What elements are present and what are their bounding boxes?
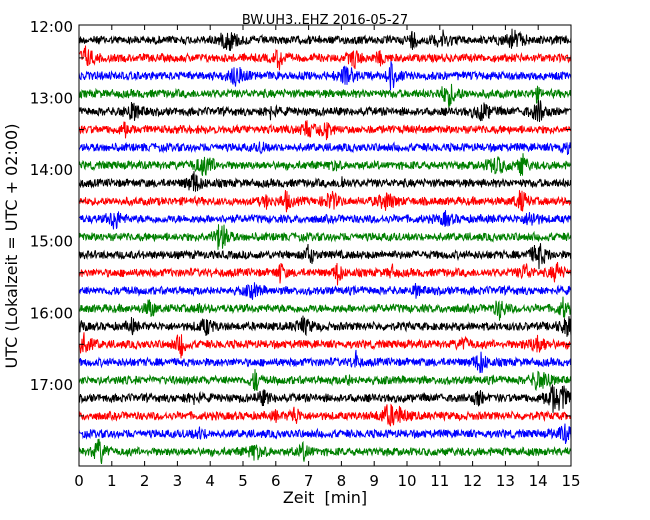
- seismic-trace: [79, 369, 571, 392]
- seismic-trace: [79, 61, 571, 91]
- seismic-trace: [79, 315, 571, 337]
- y-axis-label: UTC (Lokalzeit = UTC + 02:00): [2, 124, 21, 369]
- y-tick-label: 15:00: [30, 233, 73, 251]
- seismic-trace: [79, 282, 571, 300]
- x-tick-label: 14: [529, 472, 548, 490]
- x-tick-label: 8: [337, 472, 347, 490]
- seismic-trace: [79, 45, 571, 71]
- seismic-trace: [79, 384, 571, 413]
- x-tick-label: 2: [140, 472, 150, 490]
- seismic-trace: [79, 349, 571, 374]
- y-tick-label: 17:00: [30, 376, 73, 394]
- x-tick-label: 5: [238, 472, 248, 490]
- seismic-trace: [79, 83, 571, 109]
- seismic-trace: [79, 100, 571, 123]
- x-tick-label: 6: [271, 472, 281, 490]
- seismic-trace: [79, 120, 571, 141]
- seismic-trace: [79, 243, 571, 270]
- x-tick-label: 13: [496, 472, 515, 490]
- x-axis-label: Zeit [min]: [283, 488, 367, 507]
- x-tick-label: 10: [397, 472, 416, 490]
- x-tick-label: 7: [304, 472, 314, 490]
- x-axis: 0 1 2 3 4 5 6 7 8 9 10 11 12 13 14 15: [74, 25, 581, 490]
- y-tick-label: 16:00: [30, 304, 73, 322]
- seismic-trace: [79, 141, 571, 156]
- y-tick-label: 13:00: [30, 90, 73, 108]
- x-tick-label: 15: [561, 472, 580, 490]
- x-tick-label: 3: [173, 472, 183, 490]
- y-axis: 12:00 13:00 14:00 15:00 16:00 17:00: [30, 18, 571, 417]
- seismic-trace: [79, 153, 571, 176]
- seismic-trace: [79, 423, 571, 445]
- x-tick-label: 9: [369, 472, 379, 490]
- seismic-trace: [79, 332, 571, 359]
- x-tick-label: 4: [205, 472, 215, 490]
- seismic-trace: [79, 190, 571, 213]
- x-tick-label: 12: [463, 472, 482, 490]
- trace-group: [79, 28, 571, 464]
- x-tick-label: 0: [74, 472, 84, 490]
- plot-frame: [78, 24, 572, 467]
- seismic-trace: [79, 224, 571, 250]
- seismic-trace: [79, 403, 571, 427]
- chart-title: BW.UH3..EHZ 2016-05-27: [242, 13, 408, 28]
- y-tick-label: 12:00: [30, 18, 73, 36]
- x-tick-label: 1: [107, 472, 117, 490]
- x-tick-label: 11: [430, 472, 449, 490]
- seismic-trace: [79, 210, 571, 230]
- seismic-trace: [79, 261, 571, 286]
- seismic-trace: [79, 28, 571, 51]
- seismic-trace: [79, 171, 571, 192]
- seismic-trace: [79, 296, 571, 321]
- y-tick-label: 14:00: [30, 161, 73, 179]
- seismic-trace: [79, 438, 571, 464]
